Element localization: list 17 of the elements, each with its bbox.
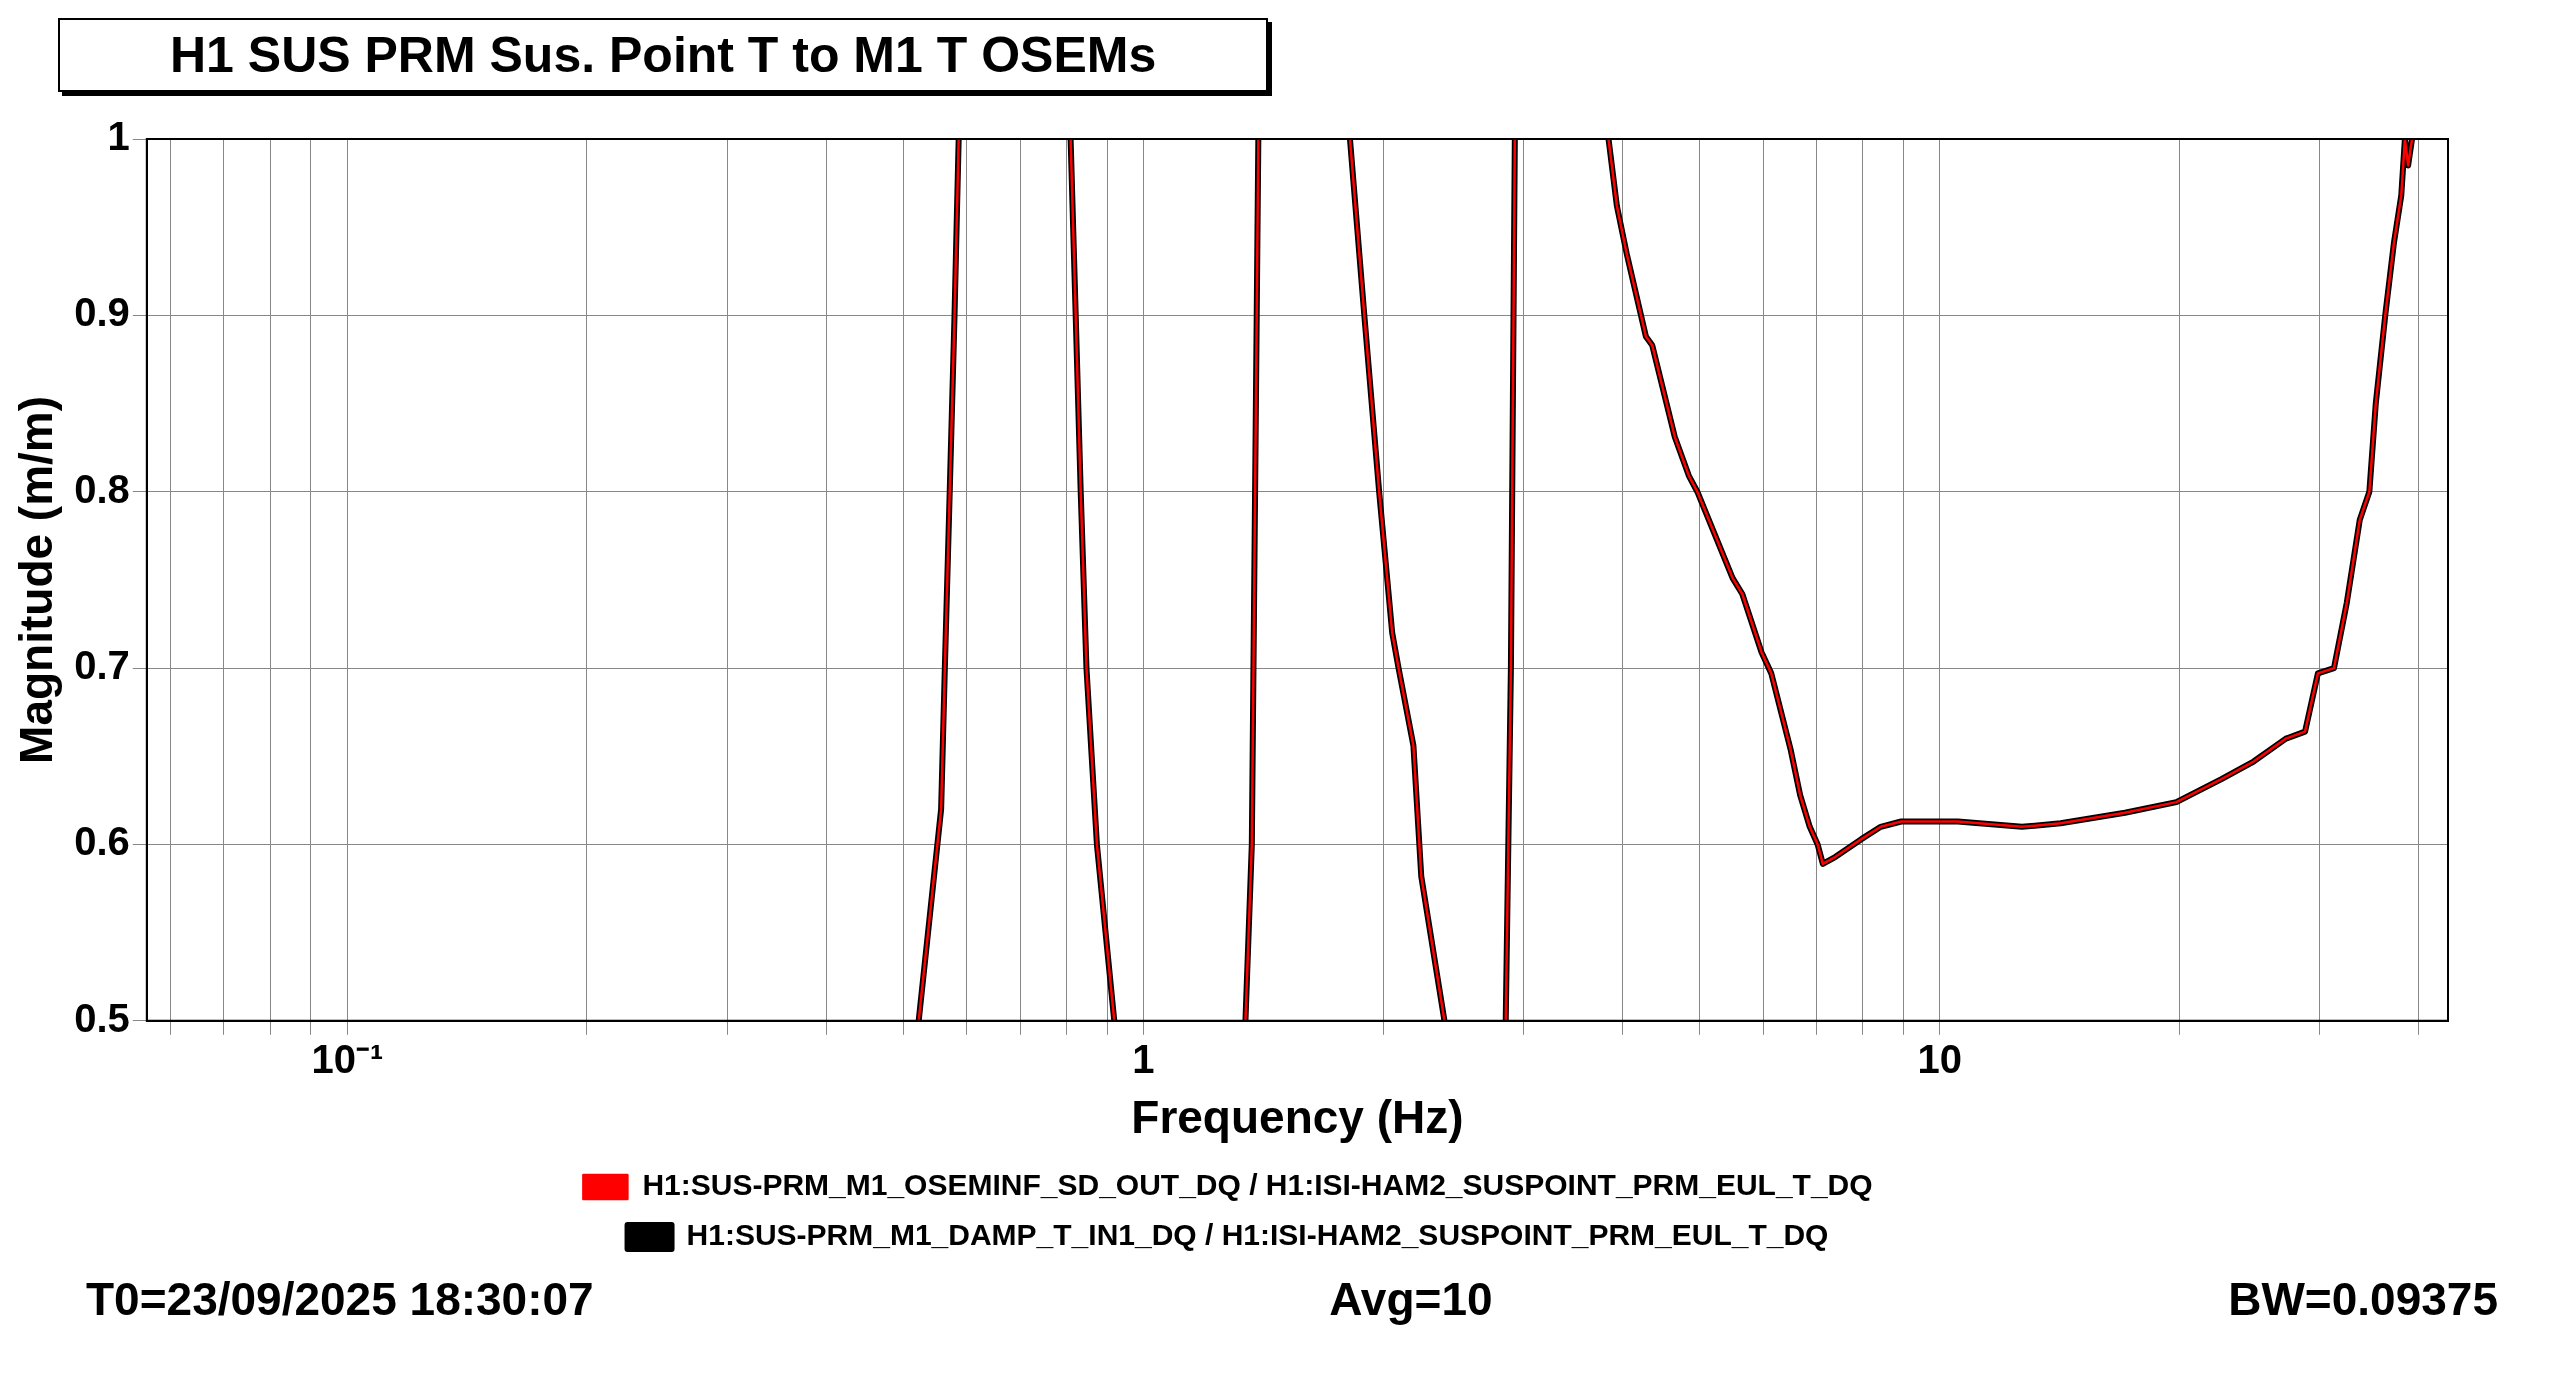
x-tick-label: 10 (1917, 1036, 1962, 1081)
y-tick-label: 0.7 (74, 643, 130, 688)
chart-title: H1 SUS PRM Sus. Point T to M1 T OSEMs (58, 18, 1269, 92)
legend-label: H1:SUS-PRM_M1_DAMP_T_IN1_DQ / H1:ISI-HAM2_SUSPOINT_PRM_EUL_T_DQ (686, 1218, 1829, 1252)
legend-label: H1:SUS-PRM_M1_OSEMINF_SD_OUT_DQ / H1:ISI-HAM2_SUSPOINT_PRM_EUL_T_DQ (642, 1168, 1873, 1202)
x-tick-label: 10⁻¹ (311, 1036, 384, 1081)
text: BW=0.09375 (2228, 1272, 2498, 1326)
x-tick-label: 1 (1132, 1036, 1155, 1081)
y-tick-label: 1 (107, 114, 130, 159)
y-tick-label: 0.9 (74, 290, 130, 335)
y-tick-label: 0.5 (74, 995, 130, 1040)
y-axis-title: Magnitude (m/m) (10, 395, 63, 764)
y-tick-label: 0.8 (74, 466, 130, 511)
text: Avg=10 (1329, 1272, 1493, 1326)
x-axis-title: Frequency (Hz) (1131, 1091, 1464, 1144)
y-tick-label: 0.6 (74, 819, 130, 864)
text: T0=23/09/2025 18:30:07 (86, 1272, 594, 1326)
